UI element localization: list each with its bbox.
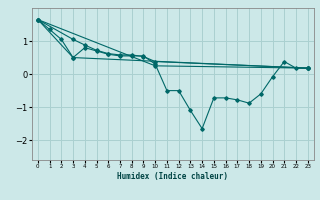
- X-axis label: Humidex (Indice chaleur): Humidex (Indice chaleur): [117, 172, 228, 181]
